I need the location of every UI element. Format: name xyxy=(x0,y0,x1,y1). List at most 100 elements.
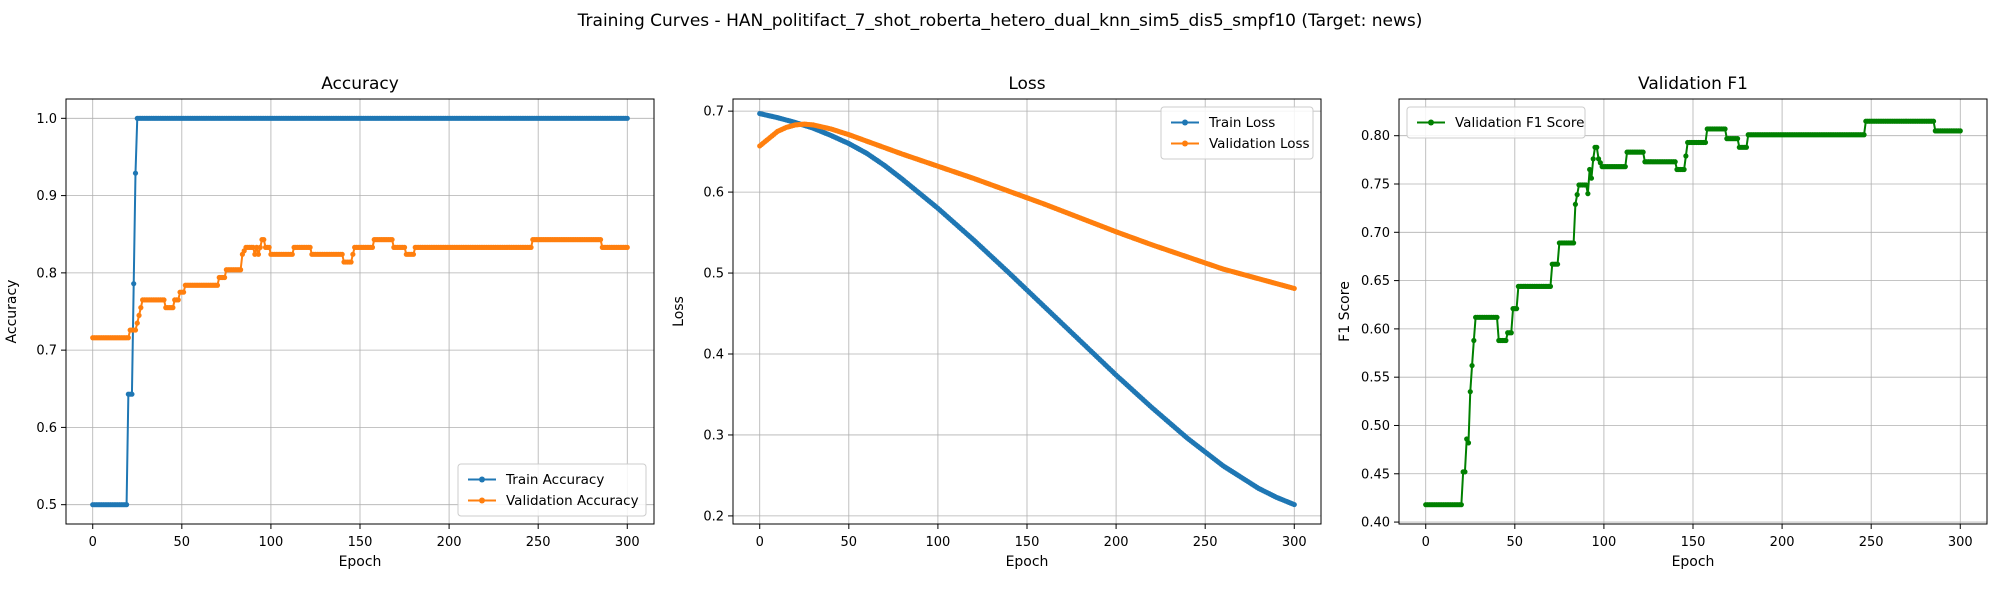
validation-f1-score-point xyxy=(1465,440,1472,446)
y-tick-label: 0.5 xyxy=(703,267,724,282)
validation-f1-score-point xyxy=(1734,136,1741,142)
validation-f1-score-point xyxy=(1597,160,1603,166)
validation-f1-score-point xyxy=(1508,330,1514,336)
y-tick-label: 0.60 xyxy=(1361,322,1390,337)
validation-accuracy-point xyxy=(597,237,604,243)
validation-accuracy-point xyxy=(238,267,244,273)
validation-loss-point xyxy=(1291,285,1297,292)
train-accuracy-point xyxy=(129,391,135,397)
y-tick-label: 0.6 xyxy=(703,186,724,201)
validation-f1-score-series xyxy=(1423,118,1963,508)
train-accuracy-point xyxy=(624,115,630,121)
x-tick-label: 150 xyxy=(348,535,373,550)
validation-f1-score-point xyxy=(1471,337,1477,344)
y-axis-label: Loss xyxy=(671,296,687,327)
y-tick-label: 0.4 xyxy=(703,348,724,363)
validation-f1-score-point xyxy=(1590,156,1596,162)
legend-swatch-marker xyxy=(479,476,485,483)
validation-accuracy-point xyxy=(136,312,142,318)
train-loss-point xyxy=(1291,501,1297,508)
y-tick-label: 0.45 xyxy=(1361,467,1390,482)
validation-accuracy-point xyxy=(221,274,228,281)
validation-f1-score-point xyxy=(1503,337,1509,344)
y-axis-label: Accuracy xyxy=(4,280,20,344)
legend-swatch-marker xyxy=(479,497,485,504)
validation-f1-score-point xyxy=(1585,191,1591,197)
validation-accuracy-point xyxy=(624,244,630,250)
figure-title: Training Curves - HAN_politifact_7_shot_… xyxy=(577,11,1423,31)
validation-f1-score-point xyxy=(1587,166,1593,173)
y-tick-label: 1.0 xyxy=(36,112,57,127)
validation-accuracy-point xyxy=(389,237,395,243)
validation-f1-score-point xyxy=(1574,192,1580,198)
validation-f1-score-point xyxy=(1514,306,1520,312)
x-axis-label: Epoch xyxy=(1006,554,1049,570)
legend-swatch-marker xyxy=(1428,119,1434,126)
validation-accuracy-point xyxy=(255,251,262,257)
y-tick-label: 0.65 xyxy=(1361,274,1390,289)
y-tick-label: 0.55 xyxy=(1361,371,1390,386)
validation-loss-series xyxy=(757,121,1297,292)
validation-f1-score-point xyxy=(1462,469,1468,475)
legend-swatch-marker xyxy=(1182,140,1188,147)
validation-f1-score-point xyxy=(1494,314,1500,320)
validation-f1-score-point xyxy=(1861,132,1867,138)
validation-accuracy-point xyxy=(134,320,140,326)
validation-accuracy-point xyxy=(138,305,144,311)
x-tick-label: 50 xyxy=(841,535,858,550)
x-tick-label: 100 xyxy=(258,535,283,550)
x-tick-label: 250 xyxy=(1193,535,1218,550)
train-accuracy-point xyxy=(123,502,130,508)
validation-f1-score-point xyxy=(1622,164,1628,170)
x-tick-label: 150 xyxy=(1015,535,1040,550)
legend-swatch-marker xyxy=(1182,119,1188,126)
validation-f1-panel: 0 50 100 150 200 250 300 0.40 0.45 0.50 0.55 0.60 0.… xyxy=(1337,74,1988,570)
validation-f1-score-point xyxy=(1702,139,1709,146)
y-tick-label: 0.3 xyxy=(703,428,724,443)
validation-f1-score-point xyxy=(1594,144,1600,150)
validation-accuracy-point xyxy=(257,244,263,250)
validation-accuracy-point xyxy=(528,244,534,250)
legend-box xyxy=(457,463,647,517)
validation-accuracy-point xyxy=(307,244,313,250)
validation-accuracy-point xyxy=(348,259,354,265)
validation-accuracy-point xyxy=(266,244,272,250)
validation-f1-score-point xyxy=(1930,118,1937,124)
validation-accuracy-point xyxy=(401,244,408,250)
x-tick-label: 0 xyxy=(1422,535,1430,550)
validation-f1-score-point xyxy=(1571,240,1577,246)
validation-f1-score-point xyxy=(1554,261,1561,267)
validation-accuracy-point xyxy=(289,251,295,257)
y-tick-label: 0.75 xyxy=(1361,178,1390,193)
loss-panel: 0 50 100 150 200 250 300 0.2 0.3 0.4 0.5 0.6 0.7 Loss… xyxy=(671,74,1322,570)
x-tick-label: 200 xyxy=(437,535,462,550)
validation-f1-score-point xyxy=(1467,389,1473,395)
x-tick-label: 300 xyxy=(1282,535,1307,550)
validation-accuracy-point xyxy=(254,244,260,250)
validation-accuracy-point xyxy=(350,251,356,257)
validation-f1-score-point xyxy=(1681,166,1687,173)
validation-accuracy-point xyxy=(125,335,131,341)
validation-f1-score-point xyxy=(1583,182,1589,188)
y-tick-label: 0.2 xyxy=(703,509,724,524)
panel-title: Accuracy xyxy=(321,74,399,94)
validation-f1-score-point xyxy=(1547,283,1554,289)
x-tick-label: 100 xyxy=(925,535,950,550)
validation-f1-score-point xyxy=(1588,175,1595,181)
legend: Train Loss Validation Loss xyxy=(1160,106,1314,160)
x-tick-label: 0 xyxy=(89,535,97,550)
y-axis-label: F1 Score xyxy=(1337,281,1353,342)
validation-accuracy-point xyxy=(161,297,167,303)
x-tick-label: 200 xyxy=(1770,535,1795,550)
x-tick-label: 250 xyxy=(1859,535,1884,550)
y-tick-label: 0.6 xyxy=(36,421,57,436)
panel-title: Loss xyxy=(1008,74,1045,94)
validation-accuracy-point xyxy=(175,297,181,303)
train-accuracy-point xyxy=(131,281,137,287)
validation-accuracy-point xyxy=(250,244,256,250)
train-accuracy-point xyxy=(132,170,139,176)
y-tick-label: 0.50 xyxy=(1361,419,1390,434)
validation-accuracy-point xyxy=(261,237,267,243)
validation-f1-score-point xyxy=(1464,436,1470,442)
x-axis-label: Epoch xyxy=(1672,554,1715,570)
